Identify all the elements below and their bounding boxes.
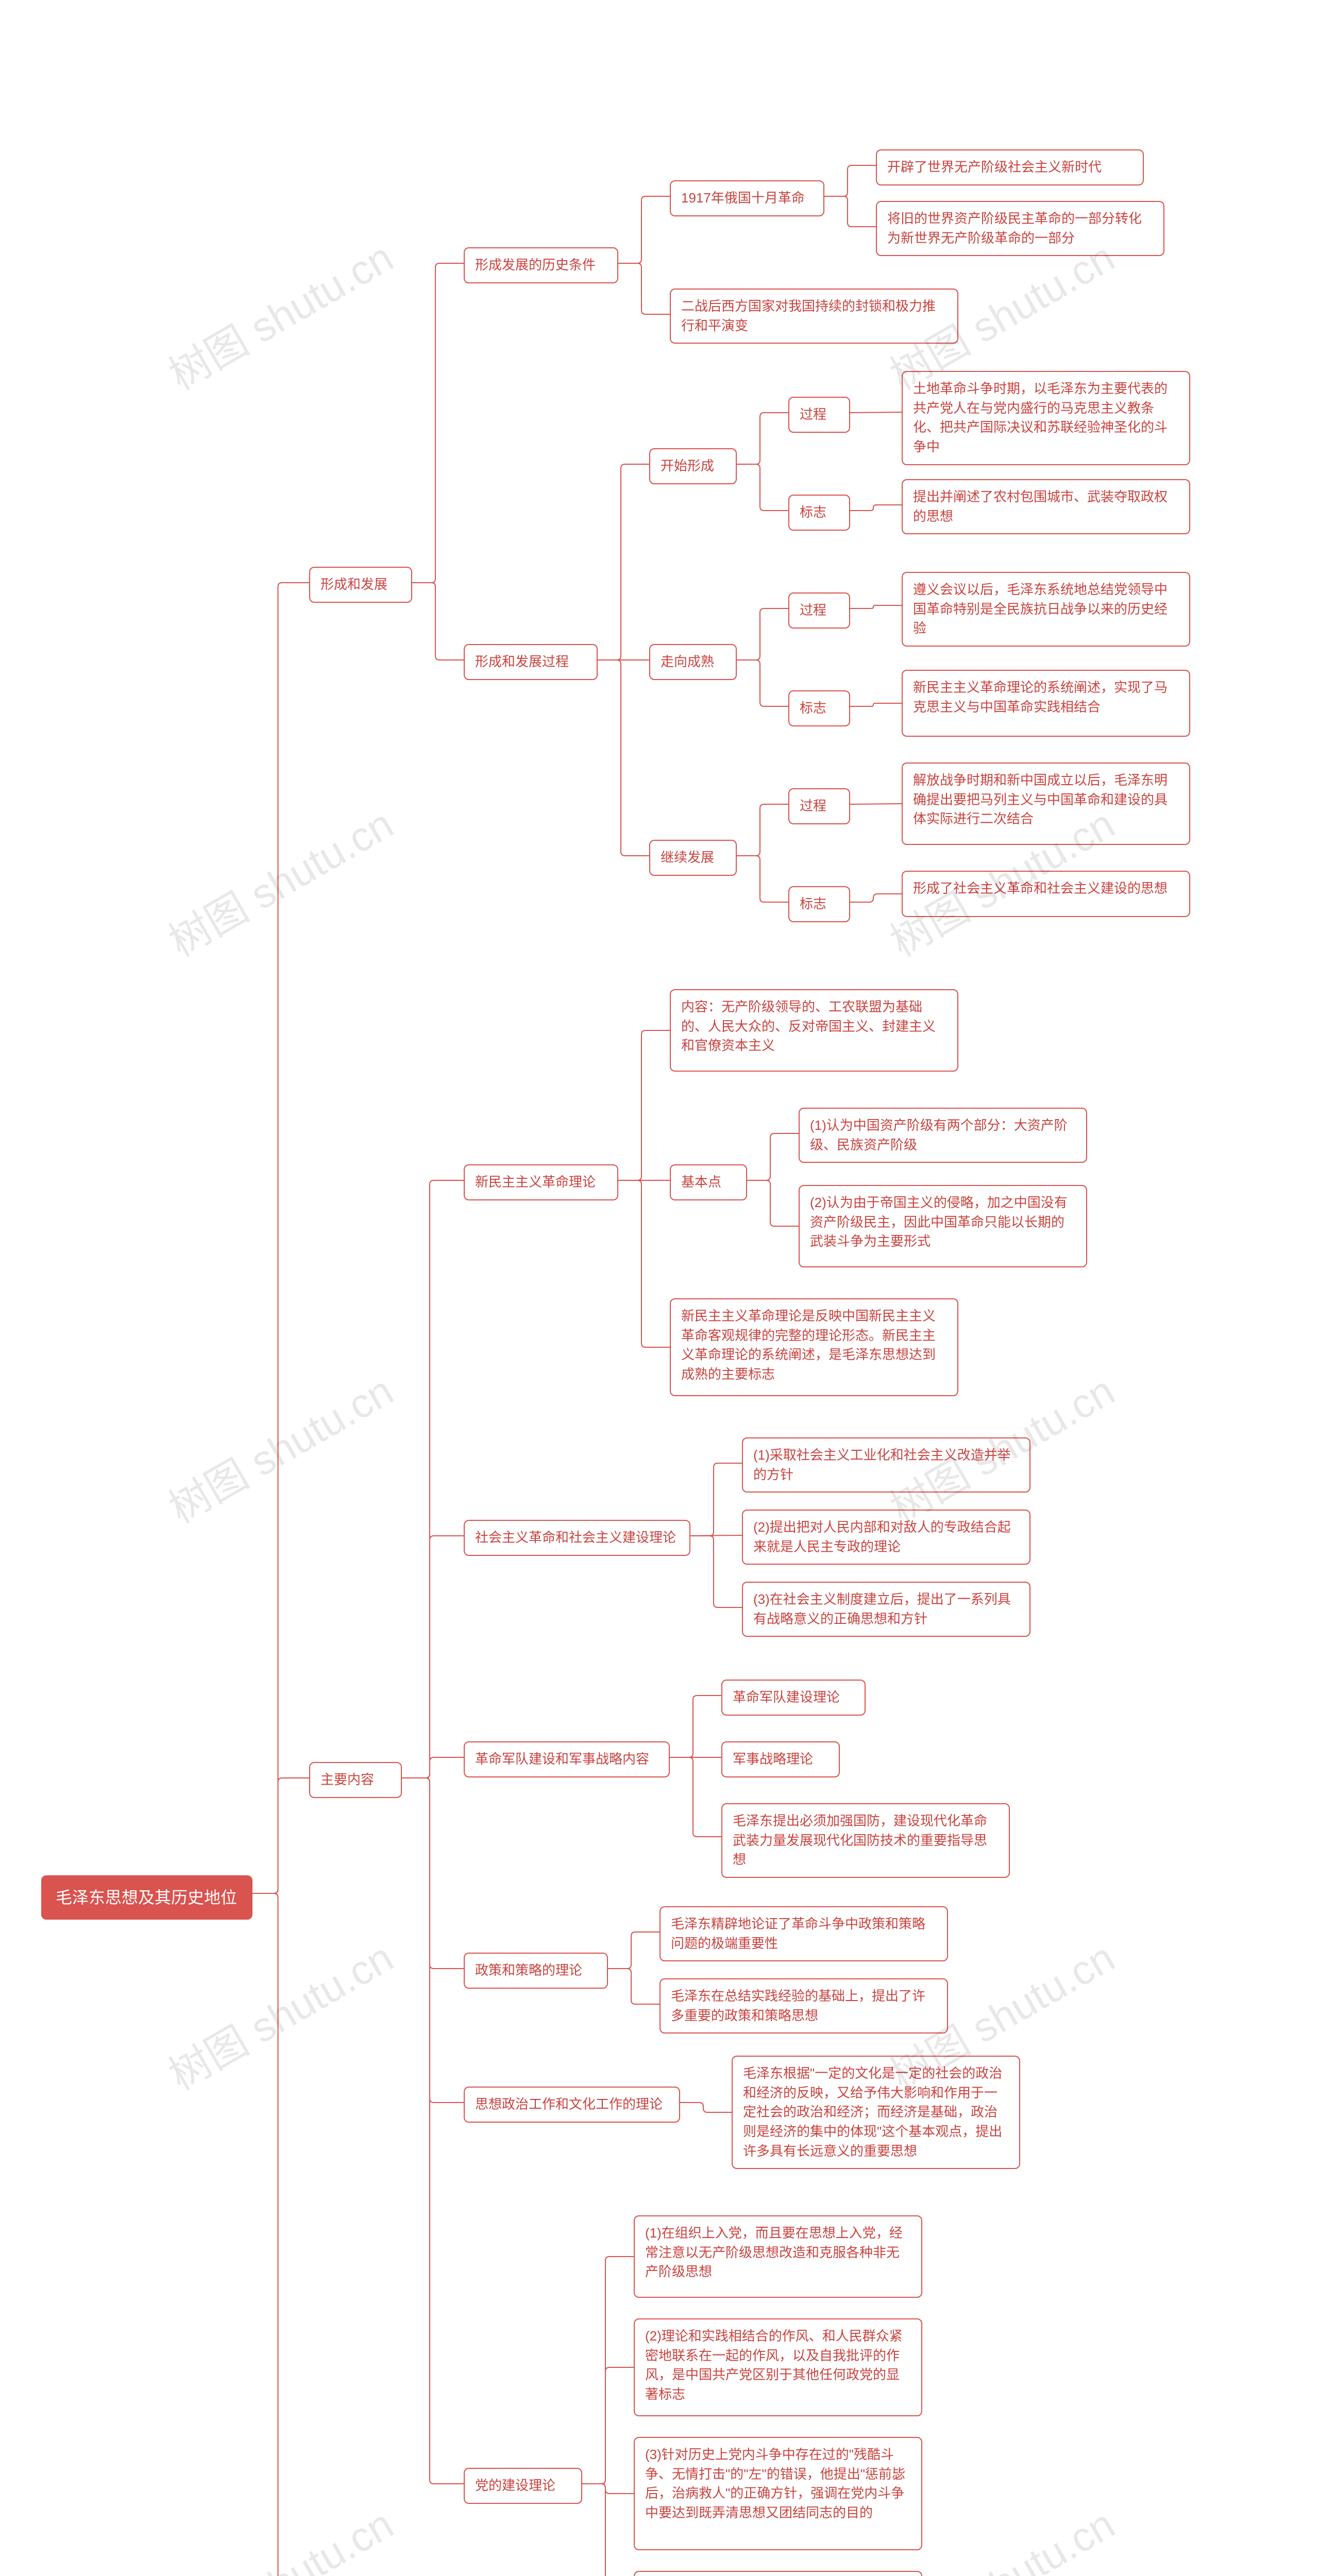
connector	[618, 1030, 670, 1180]
root-node[interactable]: 毛泽东思想及其历史地位	[41, 1875, 252, 1920]
mindmap-node[interactable]: 毛泽东在总结实践经验的基础上，提出了许多重要的政策和策略思想	[660, 1978, 948, 2033]
connector	[680, 2103, 732, 2112]
connector	[252, 1893, 309, 2576]
mindmap-node[interactable]: 遵义会议以后，毛泽东系统地总结党领导中国革命特别是全民族抗日战争以来的历史经验	[902, 572, 1190, 647]
connector	[402, 1180, 464, 1778]
mindmap-node[interactable]: (2)认为由于帝国主义的侵略，加之中国没有资产阶级民主，因此中国革命只能以长期的…	[799, 1185, 1087, 1267]
connector	[737, 856, 788, 902]
connector	[747, 1133, 799, 1180]
mindmap-node[interactable]: 政策和策略的理论	[464, 1953, 608, 1989]
connector	[252, 1893, 309, 2576]
mindmap-node[interactable]: 社会主义革命和社会主义建设理论	[464, 1520, 690, 1556]
connector	[618, 1180, 670, 1347]
connector	[850, 505, 902, 511]
mindmap-node[interactable]: 形成和发展过程	[464, 644, 598, 680]
mindmap-node[interactable]: 标志	[788, 690, 850, 726]
mindmap-node[interactable]: 革命军队建设和军事战略内容	[464, 1741, 670, 1777]
connector	[402, 1778, 464, 2484]
connector	[582, 2257, 634, 2484]
mindmap-node[interactable]: 提出并阐述了农村包围城市、武装夺取政权的思想	[902, 479, 1190, 534]
mindmap-node[interactable]: 毛泽东精辟地论证了革命斗争中政策和策略问题的极端重要性	[660, 1906, 948, 1961]
watermark: 树图 shutu.cn	[156, 225, 402, 402]
mindmap-node[interactable]: 开始形成	[649, 448, 737, 484]
mindmap-node[interactable]: 标志	[788, 495, 850, 531]
watermark: 树图 shutu.cn	[156, 1359, 402, 1535]
connector	[670, 1696, 721, 1757]
mindmap-node[interactable]: 新民主主义革命理论是反映中国新民主主义革命客观规律的完整的理论形态。新民主主义革…	[670, 1298, 958, 1396]
connector	[582, 2484, 634, 2494]
connector	[737, 413, 788, 464]
connector	[582, 2484, 634, 2576]
connector	[850, 605, 902, 608]
connector	[737, 464, 788, 511]
connector	[252, 583, 309, 1893]
mindmap-node[interactable]: 基本点	[670, 1164, 747, 1200]
connector	[598, 660, 649, 856]
connector	[690, 1536, 742, 1607]
connector	[618, 196, 670, 263]
mindmap-node[interactable]: 思想政治工作和文化工作的理论	[464, 2087, 680, 2123]
connector	[850, 412, 902, 413]
connector	[402, 1778, 464, 2103]
mindmap-node[interactable]: 形成和发展	[309, 567, 412, 603]
mindmap-node[interactable]: 过程	[788, 788, 850, 824]
mindmap-node[interactable]: (1)认为中国资产阶级有两个部分：大资产阶级、民族资产阶级	[799, 1108, 1087, 1163]
connector	[402, 1778, 464, 1969]
connector	[690, 1463, 742, 1536]
mindmap-node[interactable]: (3)在社会主义制度建立后，提出了一系列具有战略意义的正确思想和方针	[742, 1582, 1030, 1637]
mindmap-node[interactable]: 党的建设理论	[464, 2468, 582, 2504]
connector	[412, 263, 464, 583]
connector	[670, 1757, 721, 1837]
mindmap-node[interactable]: 土地革命斗争时期，以毛泽东为主要代表的共产党人在与党内盛行的马克思主义教条化、把…	[902, 371, 1190, 465]
connector	[737, 608, 788, 660]
watermark: 树图 shutu.cn	[156, 1925, 402, 2102]
mindmap-node[interactable]: 过程	[788, 397, 850, 433]
connector	[747, 1180, 799, 1226]
connector	[737, 804, 788, 856]
connector	[402, 1536, 464, 1778]
connector	[690, 1535, 742, 1536]
mindmap-node[interactable]: (4)毛泽东创造了全党通过批评与自我批评进行马克思列宁主义思想教育的整风形式	[634, 2571, 922, 2576]
connector	[824, 165, 876, 196]
connector	[252, 1778, 309, 1893]
mindmap-node[interactable]: (1)采取社会主义工业化和社会主义改造并举的方针	[742, 1437, 1030, 1493]
mindmap-node[interactable]: 1917年俄国十月革命	[670, 180, 824, 216]
connector	[608, 1932, 660, 1969]
mindmap-node[interactable]: 毛泽东根据"一定的文化是一定的社会的政治和经济的反映，又给予伟大影响和作用于一定…	[732, 2056, 1020, 2169]
connector	[824, 196, 876, 227]
mindmap-node[interactable]: 新民主主义革命理论	[464, 1164, 618, 1200]
connector	[412, 583, 464, 660]
watermark: 树图 shutu.cn	[156, 792, 402, 969]
mindmap-node[interactable]: 走向成熟	[649, 644, 737, 680]
mindmap-node[interactable]: 标志	[788, 886, 850, 922]
watermark: 树图 shutu.cn	[156, 2492, 402, 2576]
mindmap-node[interactable]: (1)在组织上入党，而且要在思想上入党，经常注意以无产阶级思想改造和克服各种非无…	[634, 2215, 922, 2298]
mindmap-node[interactable]: 形成发展的历史条件	[464, 247, 618, 283]
connector	[737, 660, 788, 706]
connector	[598, 464, 649, 660]
mindmap-node[interactable]: 主要内容	[309, 1762, 402, 1798]
mindmap-node[interactable]: 开辟了世界无产阶级社会主义新时代	[876, 149, 1144, 185]
mindmap-node[interactable]: 将旧的世界资产阶级民主革命的一部分转化为新世界无产阶级革命的一部分	[876, 201, 1164, 256]
mindmap-node[interactable]: 过程	[788, 592, 850, 629]
connector	[608, 1969, 660, 2004]
connector	[582, 2484, 634, 2576]
mindmap-node[interactable]: 内容：无产阶级领导的、工农联盟为基础的、人民大众的、反对帝国主义、封建主义和官僚…	[670, 989, 958, 1072]
connector	[850, 894, 902, 902]
mindmap-node[interactable]: 革命军队建设理论	[721, 1680, 866, 1716]
connector	[618, 263, 670, 314]
connector	[850, 703, 902, 706]
connector	[402, 1757, 464, 1778]
mindmap-node[interactable]: 二战后西方国家对我国持续的封锁和极力推行和平演变	[670, 289, 958, 344]
mindmap-node[interactable]: 形成了社会主义革命和社会主义建设的思想	[902, 871, 1190, 917]
mindmap-node[interactable]: 解放战争时期和新中国成立以后，毛泽东明确提出要把马列主义与中国革命和建设的具体实…	[902, 762, 1190, 845]
connector	[582, 2367, 634, 2484]
mindmap-node[interactable]: 军事战略理论	[721, 1741, 840, 1777]
mindmap-node[interactable]: (2)提出把对人民内部和对敌人的专政结合起来就是人民主专政的理论	[742, 1510, 1030, 1565]
mindmap-node[interactable]: (3)针对历史上党内斗争中存在过的"残酷斗争、无情打击"的"左"的错误，他提出"…	[634, 2437, 922, 2550]
mindmap-node[interactable]: 新民主主义革命理论的系统阐述，实现了马克思主义与中国革命实践相结合	[902, 670, 1190, 737]
mindmap-node[interactable]: (2)理论和实践相结合的作风、和人民群众紧密地联系在一起的作风，以及自我批评的作…	[634, 2318, 922, 2416]
mindmap-node[interactable]: 毛泽东提出必须加强国防，建设现代化革命武装力量发展现代化国防技术的重要指导思想	[721, 1803, 1010, 1878]
mindmap-node[interactable]: 继续发展	[649, 840, 737, 876]
